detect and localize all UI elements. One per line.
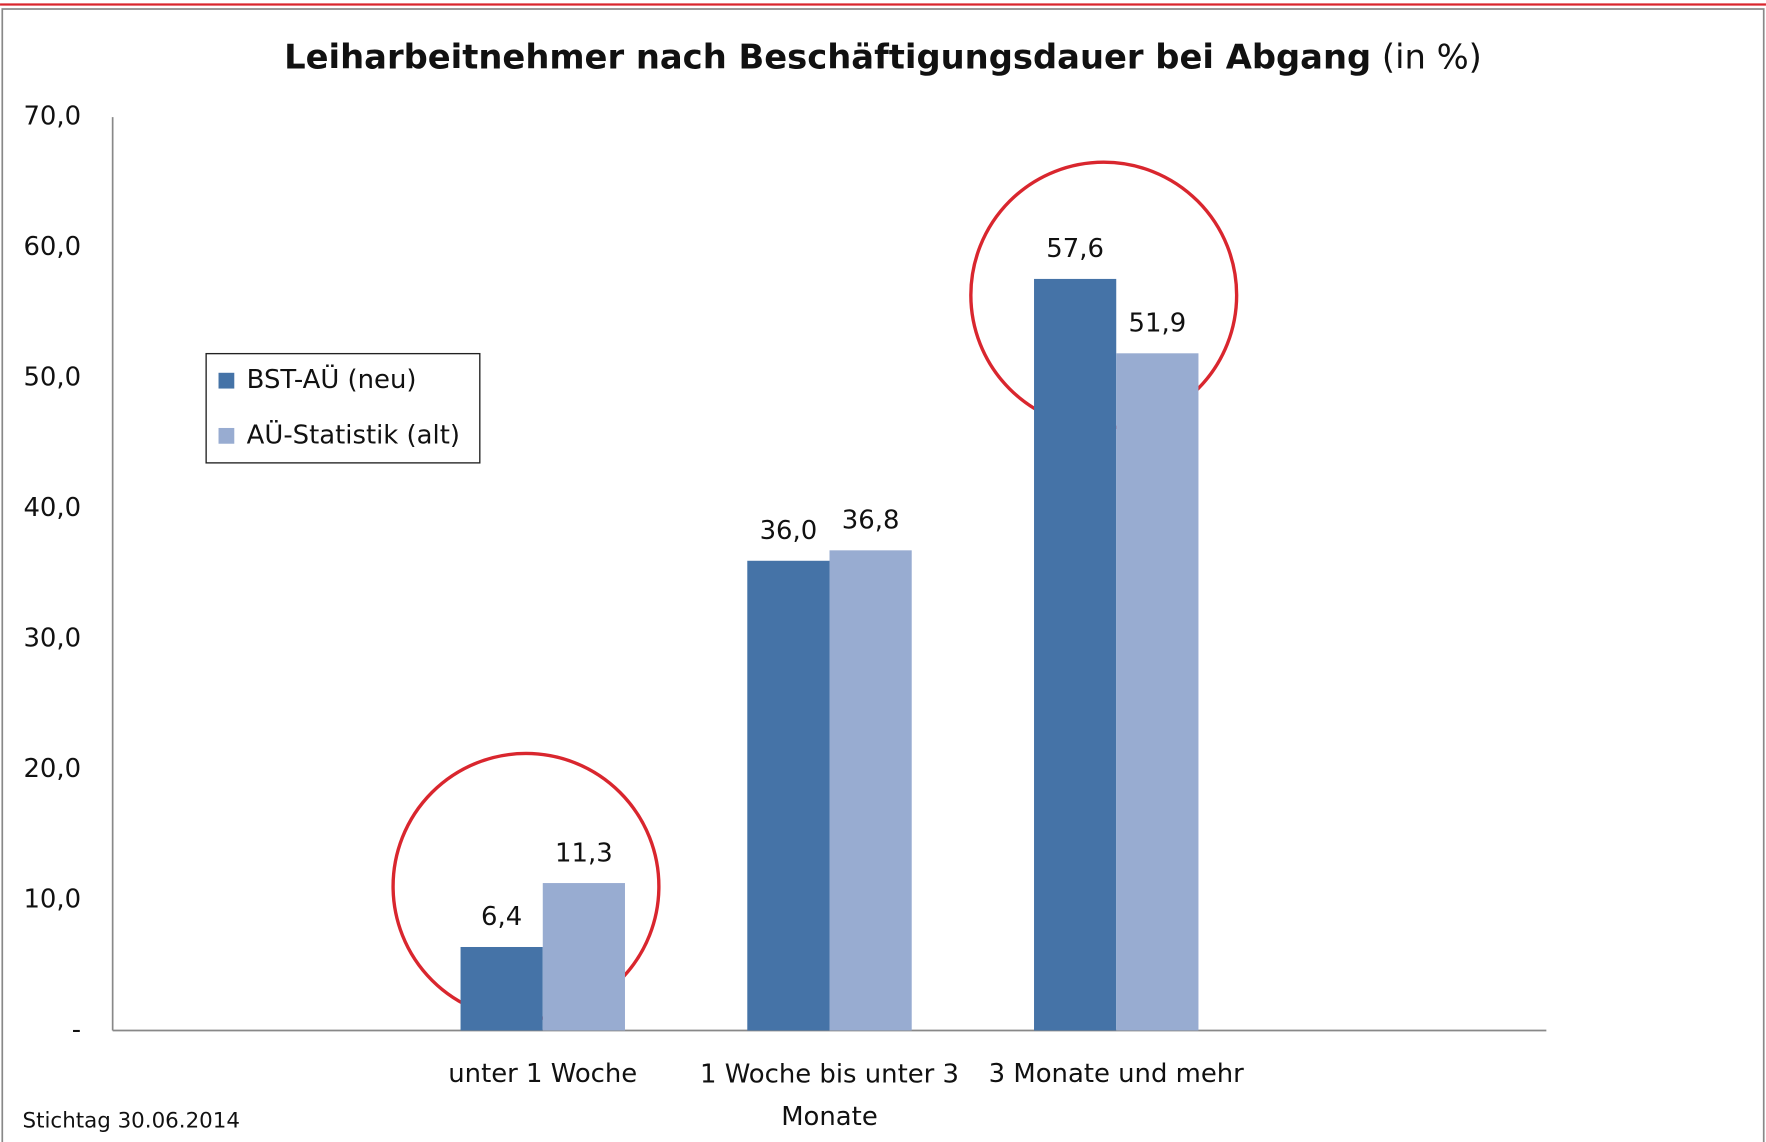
y-tick-label: 20,0: [23, 754, 81, 784]
bar: [1116, 353, 1199, 1031]
bar: [542, 883, 625, 1031]
chart-title: Leiharbeitnehmer nach Beschäftigungsdaue…: [284, 37, 1482, 76]
legend-swatch: [218, 427, 235, 444]
data-label: 36,8: [842, 506, 900, 536]
legend-label: AÜ-Statistik (alt): [247, 418, 460, 450]
bar: [829, 550, 912, 1031]
bar: [460, 946, 543, 1031]
data-label: 36,0: [760, 516, 818, 546]
x-tick-label: 1 Woche bis unter 3 Monate: [700, 1059, 959, 1132]
annotation: Stichtag 30.06.2014: [23, 1109, 240, 1134]
title-main: Leiharbeitnehmer nach Beschäftigungsdaue…: [284, 37, 1371, 76]
bar: [1034, 278, 1117, 1031]
y-tick-label: 10,0: [23, 885, 81, 915]
y-tick-label: 70,0: [23, 102, 81, 132]
legend-swatch: [218, 372, 235, 389]
data-label: 11,3: [555, 838, 613, 868]
frame: [1, 8, 1765, 1142]
y-tick-label: 60,0: [23, 232, 81, 262]
x-tick-label: 3 Monate und mehr: [989, 1059, 1245, 1089]
data-label: 6,4: [481, 902, 522, 932]
data-label: 57,6: [1046, 234, 1104, 264]
y-tick-label: 30,0: [23, 624, 81, 654]
y-tick-label: 50,0: [23, 363, 81, 393]
data-label: 51,9: [1129, 309, 1187, 339]
legend-box: [205, 352, 481, 464]
title-suffix: (in %): [1382, 37, 1482, 76]
x-tick-label: unter 1 Woche: [448, 1059, 637, 1089]
y-tick-label: -: [72, 1015, 81, 1045]
legend-label: BST-AÜ (neu): [247, 363, 417, 395]
bar: [747, 560, 830, 1031]
y-tick-label: 40,0: [23, 493, 81, 523]
